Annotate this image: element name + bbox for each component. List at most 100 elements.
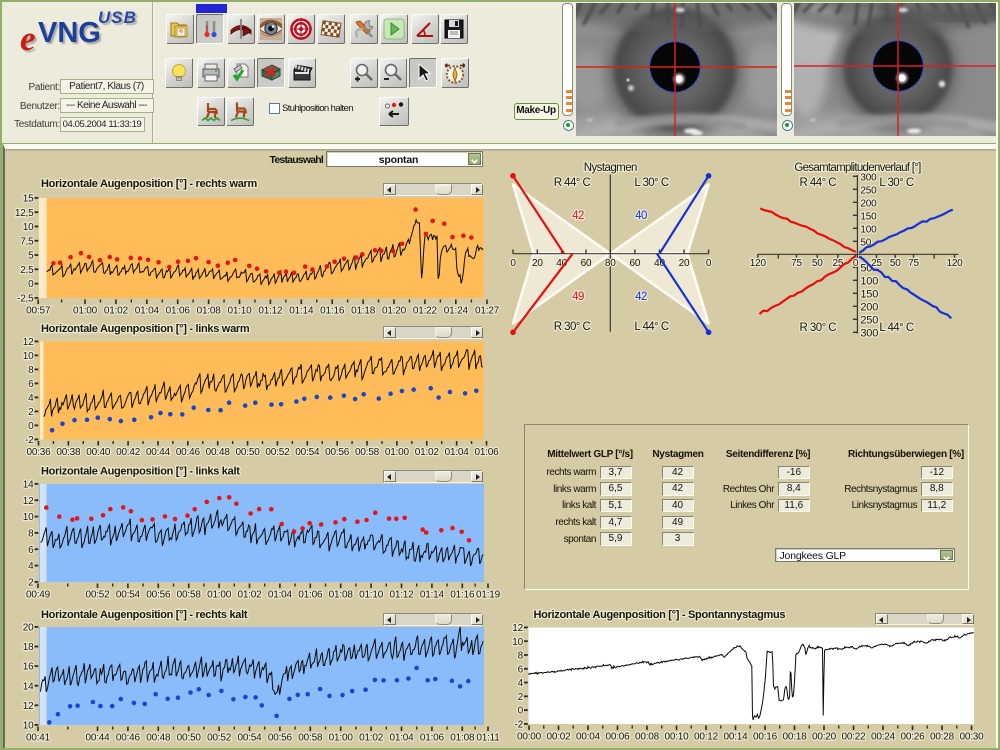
svg-text:25: 25	[833, 258, 844, 269]
svg-text:Horizontale Augenposition [°]: Horizontale Augenposition [°] - links ka…	[41, 465, 240, 477]
svg-text:01:10: 01:10	[227, 306, 252, 317]
svg-text:-2: -2	[515, 720, 524, 731]
svg-text:12: 12	[23, 701, 34, 712]
svg-text:00:58: 00:58	[355, 447, 380, 458]
svg-text:00:18: 00:18	[782, 732, 807, 743]
svg-text:00:50: 00:50	[177, 733, 202, 744]
svg-text:00:48: 00:48	[206, 447, 231, 458]
svg-text:L 44° C: L 44° C	[879, 322, 913, 334]
svg-text:01:06: 01:06	[420, 733, 445, 744]
svg-text:2: 2	[518, 692, 524, 703]
svg-text:00:12: 00:12	[694, 732, 719, 743]
svg-text:300: 300	[860, 172, 877, 183]
svg-text:00:04: 00:04	[576, 732, 601, 743]
svg-text:00:41: 00:41	[26, 733, 51, 744]
svg-text:01:08: 01:08	[197, 306, 222, 317]
svg-text:01:02: 01:02	[104, 306, 129, 317]
svg-text:L 30° C: L 30° C	[634, 177, 668, 189]
svg-text:01:06: 01:06	[298, 590, 323, 601]
svg-text:00:52: 00:52	[85, 590, 110, 601]
svg-text:Horizontale Augenposition [°]: Horizontale Augenposition [°] - rechts k…	[41, 609, 248, 621]
svg-text:6: 6	[28, 379, 34, 390]
svg-text:01:02: 01:02	[415, 447, 440, 458]
svg-text:00:08: 00:08	[635, 732, 660, 743]
svg-text:18: 18	[23, 642, 34, 653]
svg-text:15: 15	[23, 194, 34, 205]
svg-text:250: 250	[860, 314, 878, 326]
svg-text:2,5: 2,5	[20, 265, 34, 276]
svg-text:Horizontale Augenposition [°]: Horizontale Augenposition [°] - Spontann…	[534, 609, 786, 621]
svg-text:00:30: 00:30	[959, 732, 984, 743]
svg-text:Nystagmen: Nystagmen	[584, 162, 637, 174]
svg-text:Gesamtamplitudenverlauf [°]: Gesamtamplitudenverlauf [°]	[794, 162, 921, 174]
svg-text:42: 42	[572, 210, 584, 222]
svg-text:R 30° C: R 30° C	[800, 322, 837, 334]
svg-text:6: 6	[518, 664, 524, 675]
svg-text:40: 40	[635, 210, 647, 222]
svg-text:01:00: 01:00	[385, 447, 410, 458]
svg-text:00:42: 00:42	[116, 447, 141, 458]
svg-text:01:18: 01:18	[351, 306, 376, 317]
svg-text:14: 14	[23, 480, 34, 491]
svg-text:10: 10	[23, 222, 34, 233]
svg-text:4: 4	[28, 393, 34, 404]
svg-text:12,5: 12,5	[15, 208, 34, 219]
svg-text:00:49: 00:49	[26, 590, 51, 601]
svg-text:00:28: 00:28	[930, 732, 955, 743]
svg-text:2: 2	[28, 578, 34, 589]
svg-text:0: 0	[28, 279, 34, 290]
svg-text:00:52: 00:52	[207, 733, 232, 744]
svg-text:50: 50	[812, 258, 823, 269]
svg-text:01:04: 01:04	[135, 306, 160, 317]
svg-text:01:11: 01:11	[476, 733, 500, 744]
svg-text:Horizontale Augenposition [°]: Horizontale Augenposition [°] - rechts w…	[41, 178, 258, 190]
svg-text:100: 100	[860, 275, 878, 287]
svg-text:250: 250	[860, 185, 877, 196]
svg-text:00:26: 00:26	[900, 732, 925, 743]
svg-text:L 44° C: L 44° C	[634, 321, 668, 333]
svg-text:16: 16	[23, 662, 34, 673]
svg-text:00:57: 00:57	[26, 306, 51, 317]
svg-text:4: 4	[28, 561, 34, 572]
svg-text:40: 40	[556, 258, 567, 269]
svg-text:7,5: 7,5	[20, 236, 34, 247]
svg-text:8: 8	[28, 365, 34, 376]
svg-text:00:44: 00:44	[85, 733, 110, 744]
svg-text:50: 50	[890, 258, 901, 269]
svg-text:01:16: 01:16	[320, 306, 345, 317]
svg-text:00:24: 00:24	[871, 732, 896, 743]
svg-text:8: 8	[518, 651, 524, 662]
svg-text:00:46: 00:46	[116, 733, 141, 744]
svg-text:12: 12	[23, 496, 34, 507]
svg-text:20: 20	[532, 258, 543, 269]
svg-text:00:00: 00:00	[517, 732, 542, 743]
svg-text:0: 0	[518, 706, 524, 717]
svg-text:300: 300	[860, 327, 878, 339]
svg-text:00:54: 00:54	[237, 733, 262, 744]
svg-text:150: 150	[860, 288, 878, 300]
svg-text:0: 0	[853, 258, 859, 269]
svg-text:00:48: 00:48	[146, 733, 171, 744]
svg-text:75: 75	[791, 258, 802, 269]
svg-text:00:40: 00:40	[86, 447, 111, 458]
svg-text:00:56: 00:56	[268, 733, 293, 744]
svg-text:01:04: 01:04	[445, 447, 470, 458]
svg-text:120: 120	[946, 258, 963, 269]
svg-text:-2: -2	[25, 435, 34, 446]
svg-text:Horizontale Augenposition [°]: Horizontale Augenposition [°] - links wa…	[41, 323, 250, 335]
svg-text:6: 6	[28, 545, 34, 556]
svg-text:0: 0	[706, 258, 712, 269]
svg-text:01:12: 01:12	[389, 590, 414, 601]
svg-text:01:19: 01:19	[476, 590, 501, 601]
svg-text:20: 20	[679, 258, 690, 269]
svg-text:00:44: 00:44	[146, 447, 171, 458]
svg-text:25: 25	[871, 258, 882, 269]
svg-text:00:38: 00:38	[56, 447, 81, 458]
svg-text:01:06: 01:06	[474, 447, 499, 458]
svg-text:2: 2	[28, 407, 34, 418]
svg-text:R 44° C: R 44° C	[800, 177, 837, 189]
svg-text:60: 60	[581, 258, 592, 269]
svg-text:42: 42	[635, 291, 647, 303]
svg-text:01:00: 01:00	[207, 590, 232, 601]
svg-text:00:52: 00:52	[265, 447, 290, 458]
